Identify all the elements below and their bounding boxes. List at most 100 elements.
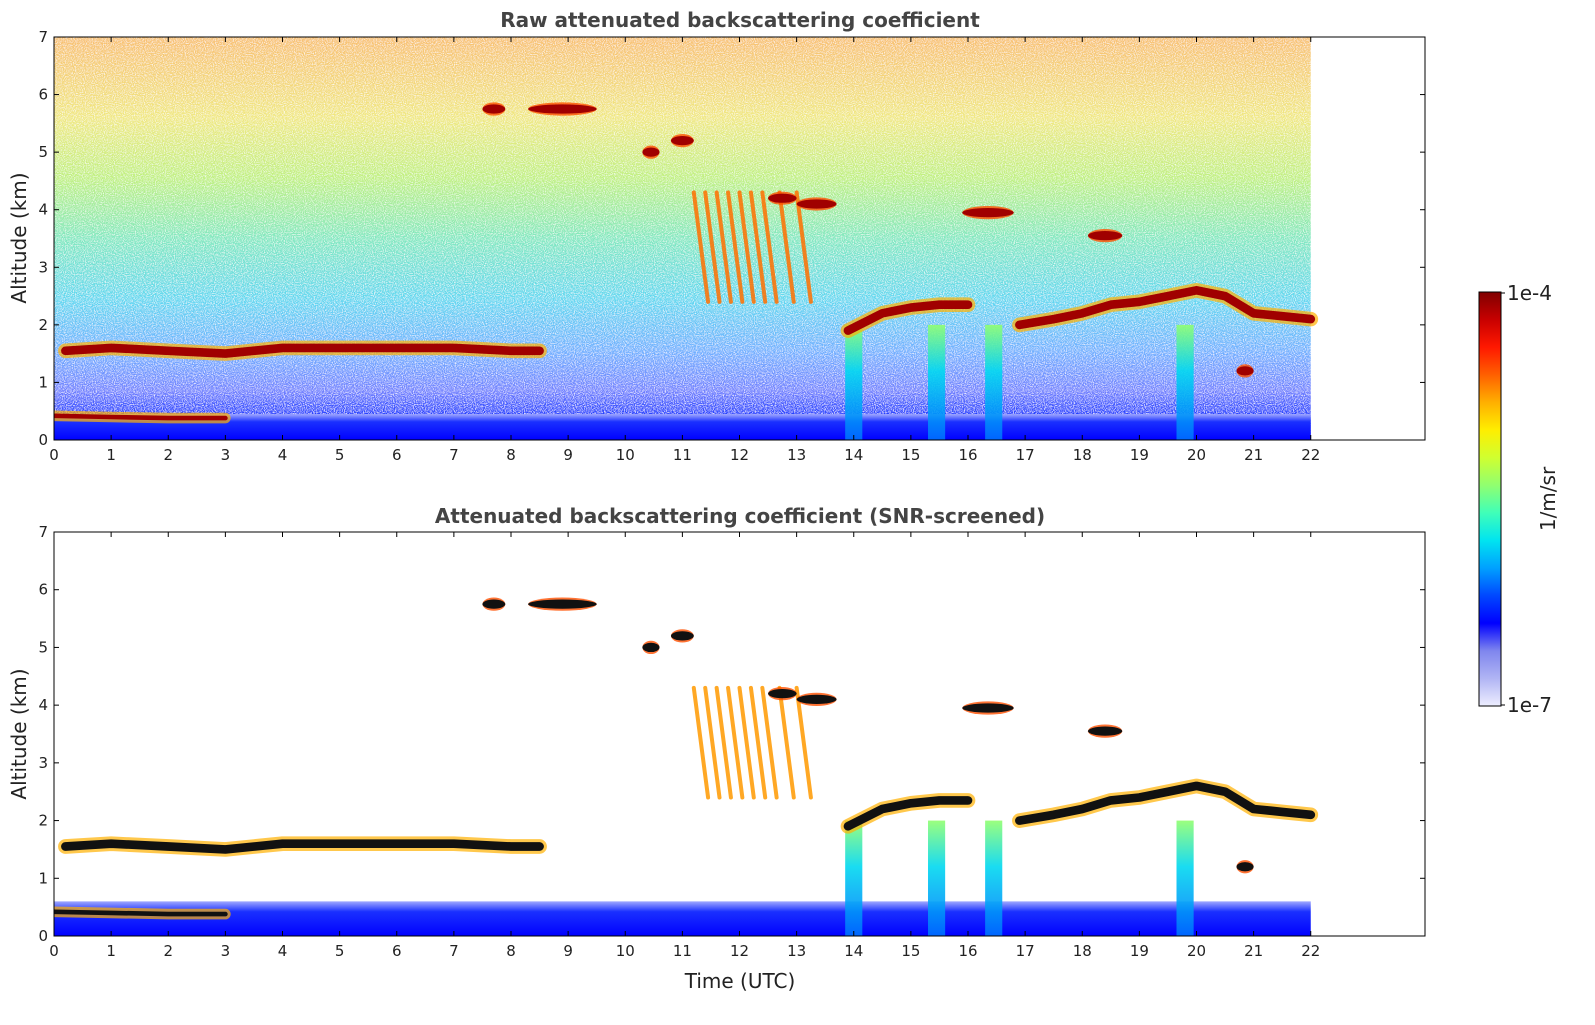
- raw-backscatter-panel: Raw attenuated backscattering coefficien…: [7, 8, 1426, 464]
- p2-xtick-label-13: 13: [787, 942, 806, 960]
- p2-xtick-label-7: 7: [449, 942, 459, 960]
- p2-xtick-label-20: 20: [1187, 942, 1206, 960]
- cloud-patch-0: [528, 599, 597, 609]
- p1-xtick-label-18: 18: [1073, 446, 1092, 464]
- p1-xtick-label-5: 5: [335, 446, 345, 464]
- panel1-x-axis: 0 1 2 3 4 5 6 7 8 9 10 11 12 13 14 15 16 17 18 19 20 21 22: [49, 37, 1320, 464]
- panel2-plot-area: [54, 597, 1319, 936]
- cloud-patch-7: [1087, 231, 1123, 241]
- colorbar: 1e-4 1e-7 1/m/sr: [1478, 281, 1560, 717]
- p2-ytick-label-7: 7: [38, 523, 48, 541]
- cloud-layer-1: [54, 909, 228, 917]
- cloud-patch-6: [962, 703, 1014, 713]
- colorbar-unit-label: 1/m/sr: [1536, 466, 1560, 531]
- p1-xtick-label-13: 13: [787, 446, 806, 464]
- cloud-patch-8: [1236, 862, 1254, 872]
- screened-backscatter-panel: Attenuated backscattering coefficient (S…: [7, 504, 1426, 993]
- noise-background: [54, 37, 1311, 440]
- p1-xtick-label-11: 11: [673, 446, 692, 464]
- p1-xtick-label-21: 21: [1244, 446, 1263, 464]
- p1-xtick-label-7: 7: [449, 446, 459, 464]
- cloud-patch-8: [1236, 366, 1254, 376]
- p1-xtick-label-15: 15: [901, 446, 920, 464]
- panel2-features: [54, 597, 1319, 936]
- p2-xtick-label-18: 18: [1073, 942, 1092, 960]
- p2-xtick-label-19: 19: [1130, 942, 1149, 960]
- precip-shaft-2: [985, 820, 1003, 936]
- colorbar-min-label: 1e-7: [1507, 693, 1552, 717]
- precip-shaft-1: [928, 324, 946, 440]
- panel1-title: Raw attenuated backscattering coefficien…: [500, 8, 980, 32]
- p2-xtick-label-3: 3: [221, 942, 231, 960]
- virga-streak-8: [794, 190, 813, 304]
- cloud-patch-3: [670, 136, 694, 146]
- panel1-ylabel: Altitude (km): [7, 172, 31, 303]
- panel2-x-axis: 0 1 2 3 4 5 6 7 8 9 10 11 12 13 14 15 16 17 18 19 20 21 22: [49, 532, 1320, 960]
- p2-xtick-label-5: 5: [335, 942, 345, 960]
- cloud-patch-3: [670, 631, 694, 641]
- cloud-patch-1: [482, 104, 506, 114]
- cloud-patch-2: [642, 147, 660, 157]
- p2-ytick-label-6: 6: [38, 581, 48, 599]
- virga-streak-2: [714, 685, 733, 800]
- cloud-patch-5: [796, 199, 837, 209]
- p1-xtick-label-6: 6: [392, 446, 402, 464]
- p1-ytick-label-0: 0: [38, 431, 48, 449]
- p1-ytick-label-3: 3: [38, 258, 48, 276]
- virga-streak-0: [691, 685, 711, 800]
- precip-shaft-3: [1176, 324, 1194, 440]
- p1-xtick-label-1: 1: [106, 446, 116, 464]
- virga-streak-3: [726, 190, 745, 304]
- virga-streak-7: [777, 685, 796, 800]
- p1-xtick-label-20: 20: [1187, 446, 1206, 464]
- virga-streak-1: [703, 685, 722, 800]
- p2-xtick-label-10: 10: [616, 942, 635, 960]
- p2-xtick-label-17: 17: [1016, 942, 1035, 960]
- p2-xtick-label-8: 8: [506, 942, 516, 960]
- p2-ytick-label-5: 5: [38, 638, 48, 656]
- cloud-layer-3: [1015, 781, 1316, 825]
- colorbar-max-label: 1e-4: [1507, 281, 1552, 305]
- p1-xtick-label-4: 4: [278, 446, 288, 464]
- colorbar-gradient: [1478, 291, 1502, 707]
- p1-xtick-label-17: 17: [1016, 446, 1035, 464]
- p2-xtick-label-2: 2: [163, 942, 173, 960]
- p1-ytick-label-4: 4: [38, 201, 48, 219]
- p1-xtick-label-14: 14: [844, 446, 863, 464]
- panel1-plot-area: [54, 37, 1319, 440]
- p1-ytick-label-2: 2: [38, 316, 48, 334]
- virga-streak-6: [760, 190, 779, 304]
- virga-streak-8: [794, 685, 813, 800]
- p1-ytick-label-5: 5: [38, 143, 48, 161]
- p1-xtick-label-19: 19: [1130, 446, 1149, 464]
- p2-ytick-label-2: 2: [38, 812, 48, 830]
- cloud-layer-2: [843, 796, 973, 831]
- panel2-ylabel: Altitude (km): [7, 668, 31, 799]
- p2-xtick-label-11: 11: [673, 942, 692, 960]
- p2-xtick-label-15: 15: [901, 942, 920, 960]
- cloud-patch-7: [1087, 726, 1123, 736]
- virga-streak-6: [760, 685, 779, 800]
- precip-shaft-0: [845, 820, 863, 936]
- virga-streak-0: [691, 190, 711, 304]
- p1-xtick-label-8: 8: [506, 446, 516, 464]
- cloud-patch-1: [482, 599, 506, 609]
- precip-shaft-3: [1176, 820, 1194, 936]
- p2-xtick-label-21: 21: [1244, 942, 1263, 960]
- p2-xtick-label-14: 14: [844, 942, 863, 960]
- p2-xtick-label-22: 22: [1301, 942, 1320, 960]
- panel1-features: [54, 37, 1319, 440]
- panel2-title: Attenuated backscattering coefficient (S…: [435, 504, 1045, 528]
- virga-streak-3: [726, 685, 745, 800]
- p2-ytick-label-0: 0: [38, 927, 48, 945]
- cloud-patch-4: [768, 193, 797, 203]
- virga-streak-1: [703, 190, 722, 304]
- p2-xtick-label-12: 12: [730, 942, 749, 960]
- p1-xtick-label-9: 9: [563, 446, 573, 464]
- virga-streak-4: [737, 685, 756, 800]
- panel1-y-axis: 0 1 2 3 4 5 6 7: [38, 28, 1425, 449]
- p1-ytick-label-7: 7: [38, 28, 48, 46]
- p2-ytick-label-3: 3: [38, 754, 48, 772]
- panel2-y-axis: 0 1 2 3 4 5 6 7: [38, 523, 1425, 945]
- p1-ytick-label-1: 1: [38, 373, 48, 391]
